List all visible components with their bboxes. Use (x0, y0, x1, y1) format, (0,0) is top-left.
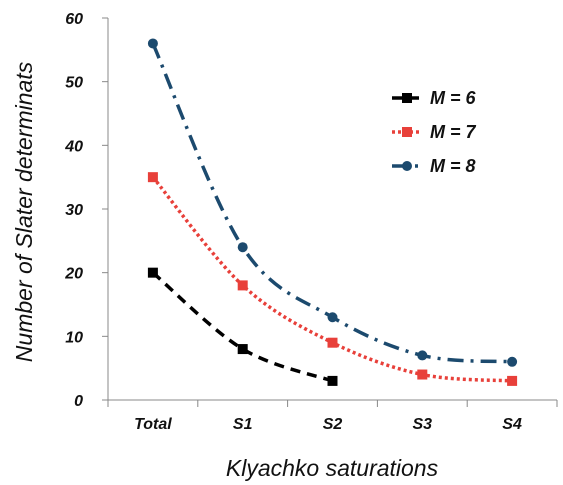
legend-marker (402, 93, 412, 103)
series-m-8 (147, 38, 518, 367)
legend: M = 6 M = 7 M = 8 (392, 88, 477, 176)
series-m-7 (147, 172, 518, 386)
data-point (237, 280, 248, 291)
legend-marker (402, 127, 412, 137)
y-tick-label: 20 (64, 266, 83, 283)
legend-marker (402, 161, 412, 171)
data-point (417, 350, 428, 361)
series-m-6 (147, 267, 338, 386)
data-point (147, 38, 158, 49)
y-tick-label: 30 (65, 202, 83, 219)
y-tick-label: 0 (74, 393, 83, 410)
data-point (147, 267, 158, 278)
y-tick-label: 50 (65, 75, 83, 92)
y-tick-label: 10 (65, 329, 83, 346)
axes: 0 10 20 30 40 50 60 Total S1 S2 S3 S4 (64, 11, 558, 433)
data-point (327, 337, 338, 348)
y-tick-label: 60 (65, 11, 83, 28)
legend-label: M = 6 (430, 88, 477, 108)
legend-item-m-8: M = 8 (392, 156, 476, 176)
data-point (507, 356, 518, 367)
series-layer (147, 38, 518, 386)
legend-item-m-6: M = 6 (392, 88, 477, 108)
data-point (237, 344, 248, 355)
data-point (507, 375, 518, 386)
x-tick-label: Total (134, 416, 172, 433)
x-tick-label: S2 (323, 416, 343, 433)
data-point (417, 369, 428, 380)
x-tick-label: S3 (413, 416, 433, 433)
data-point (237, 242, 248, 253)
x-tick-label: S1 (233, 416, 253, 433)
data-point (147, 172, 158, 183)
series-line (151, 42, 513, 364)
legend-label: M = 8 (430, 156, 476, 176)
series-line (151, 176, 513, 383)
series-line (151, 271, 334, 383)
legend-label: M = 7 (430, 122, 477, 142)
x-tick-label: S4 (502, 416, 522, 433)
data-point (327, 375, 338, 386)
y-tick-label: 40 (64, 138, 83, 155)
x-axis-title: Klyachko saturations (226, 455, 439, 481)
data-point (327, 312, 338, 323)
y-axis-title: Number of Slater determinats (11, 61, 37, 362)
legend-item-m-7: M = 7 (392, 122, 477, 142)
